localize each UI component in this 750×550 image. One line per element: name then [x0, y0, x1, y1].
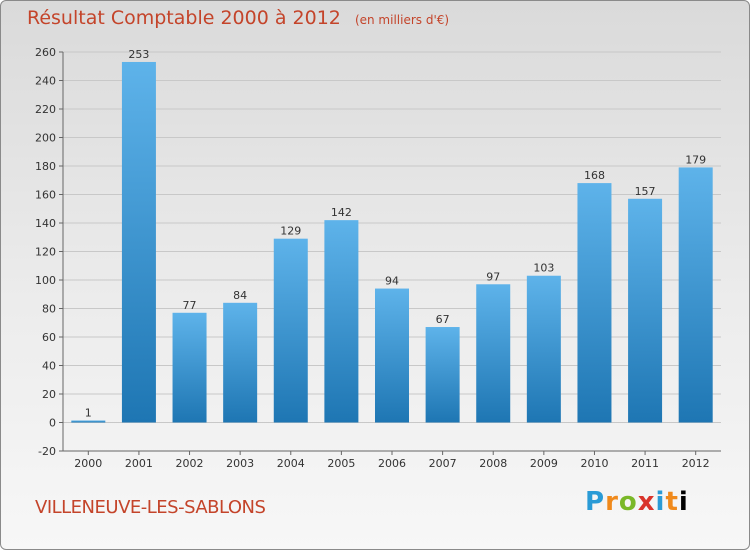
x-tick-label: 2012 [682, 457, 710, 470]
bar [476, 284, 511, 423]
x-tick-label: 2003 [226, 457, 254, 470]
chart-title: Résultat Comptable 2000 à 2012 (en milli… [27, 7, 449, 29]
city-name: VILLENEUVE-LES-SABLONS [35, 497, 266, 518]
y-tick-label: 220 [35, 103, 56, 116]
y-tick-label: 260 [35, 46, 56, 59]
x-tick-label: 2008 [479, 457, 507, 470]
bar-value-label: 168 [584, 169, 605, 182]
bar [678, 167, 713, 423]
x-tick-label: 2010 [580, 457, 608, 470]
bar-value-label: 94 [385, 275, 399, 288]
chart-subtitle: (en milliers d'€) [354, 13, 450, 27]
y-tick-label: 160 [35, 189, 56, 202]
bar-value-label: 179 [685, 153, 706, 166]
y-tick-label: 20 [42, 388, 56, 401]
bar [324, 220, 359, 423]
x-tick-label: 2000 [74, 457, 102, 470]
bar-value-label: 157 [635, 185, 656, 198]
bar [273, 238, 308, 423]
bar-value-label: 97 [486, 270, 500, 283]
bar-value-label: 103 [533, 262, 554, 275]
bar [71, 420, 106, 423]
x-tick-label: 2011 [631, 457, 659, 470]
chart-title-text: Résultat Comptable 2000 à 2012 [27, 7, 341, 29]
bar [425, 327, 460, 423]
x-tick-label: 2004 [277, 457, 305, 470]
bar [628, 198, 663, 423]
y-tick-label: -20 [38, 445, 56, 458]
x-tick-label: 2001 [125, 457, 153, 470]
y-tick-label: 240 [35, 75, 56, 88]
bar-value-label: 77 [183, 299, 197, 312]
bar [526, 275, 561, 423]
x-tick-label: 2005 [327, 457, 355, 470]
x-tick-label: 2002 [176, 457, 204, 470]
y-tick-label: 200 [35, 132, 56, 145]
y-tick-label: 120 [35, 246, 56, 259]
bar-value-label: 67 [436, 313, 450, 326]
x-tick-label: 2007 [429, 457, 457, 470]
y-tick-label: 180 [35, 160, 56, 173]
bar [375, 288, 409, 423]
bar-value-label: 142 [331, 206, 352, 219]
bar [577, 183, 612, 423]
bar [223, 302, 258, 423]
bar [172, 312, 207, 423]
y-tick-label: 60 [42, 331, 56, 344]
y-tick-label: 100 [35, 274, 56, 287]
bar-value-label: 253 [128, 48, 149, 61]
bar-value-label: 1 [85, 407, 92, 420]
bar [121, 61, 156, 423]
y-tick-label: 140 [35, 217, 56, 230]
x-tick-label: 2009 [530, 457, 558, 470]
proxiti-logo: Proxiti [585, 487, 689, 517]
y-tick-label: 40 [42, 360, 56, 373]
x-tick-label: 2006 [378, 457, 406, 470]
y-tick-label: 80 [42, 303, 56, 316]
bar-value-label: 84 [233, 289, 247, 302]
y-tick-label: 0 [49, 417, 56, 430]
bar-value-label: 129 [280, 225, 301, 238]
